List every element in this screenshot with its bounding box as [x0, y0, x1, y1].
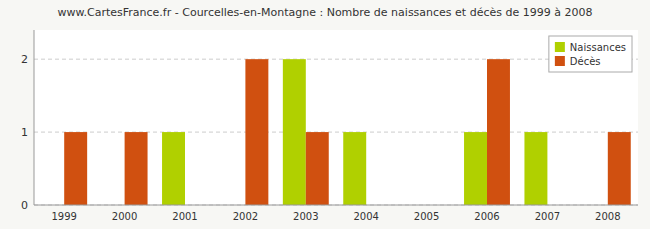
- y-tick-label: 0: [21, 199, 28, 212]
- x-tick-label: 2000: [112, 211, 137, 222]
- x-tick-label: 2003: [293, 211, 318, 222]
- x-tick-label: 2008: [595, 211, 620, 222]
- x-tick-label: 2004: [353, 211, 378, 222]
- y-tick-label: 1: [21, 126, 28, 139]
- legend-label: Naissances: [570, 42, 626, 53]
- bar: [64, 132, 87, 205]
- legend-label: Décès: [570, 56, 601, 67]
- legend-swatch: [555, 56, 565, 66]
- title: www.CartesFrance.fr - Courcelles-en-Mont…: [58, 6, 593, 19]
- bar: [464, 132, 487, 205]
- bar: [245, 59, 268, 205]
- bar: [343, 132, 366, 205]
- y-axis-line: [34, 30, 35, 205]
- chart: www.CartesFrance.fr - Courcelles-en-Mont…: [0, 0, 650, 229]
- plot-background: [34, 30, 638, 205]
- legend-box: [549, 36, 632, 72]
- x-tick-label: 2007: [535, 211, 560, 222]
- bars: [64, 59, 631, 205]
- grid-line: [34, 205, 638, 206]
- x-tick-label: 2006: [474, 211, 499, 222]
- x-tick-label: 2001: [172, 211, 197, 222]
- x-axis-line: [34, 205, 638, 206]
- bar: [162, 132, 185, 205]
- bar: [487, 59, 510, 205]
- bar: [608, 132, 631, 205]
- legend: Naissances Décès: [549, 36, 632, 72]
- bar: [306, 132, 329, 205]
- y-tick-label: 2: [21, 53, 28, 66]
- x-tick-label: 2002: [233, 211, 258, 222]
- grid-line: [34, 59, 638, 60]
- legend-swatch: [555, 42, 565, 52]
- bar: [283, 59, 306, 205]
- x-tick-label: 1999: [51, 211, 76, 222]
- bar: [125, 132, 148, 205]
- bar: [524, 132, 547, 205]
- x-tick-label: 2005: [414, 211, 439, 222]
